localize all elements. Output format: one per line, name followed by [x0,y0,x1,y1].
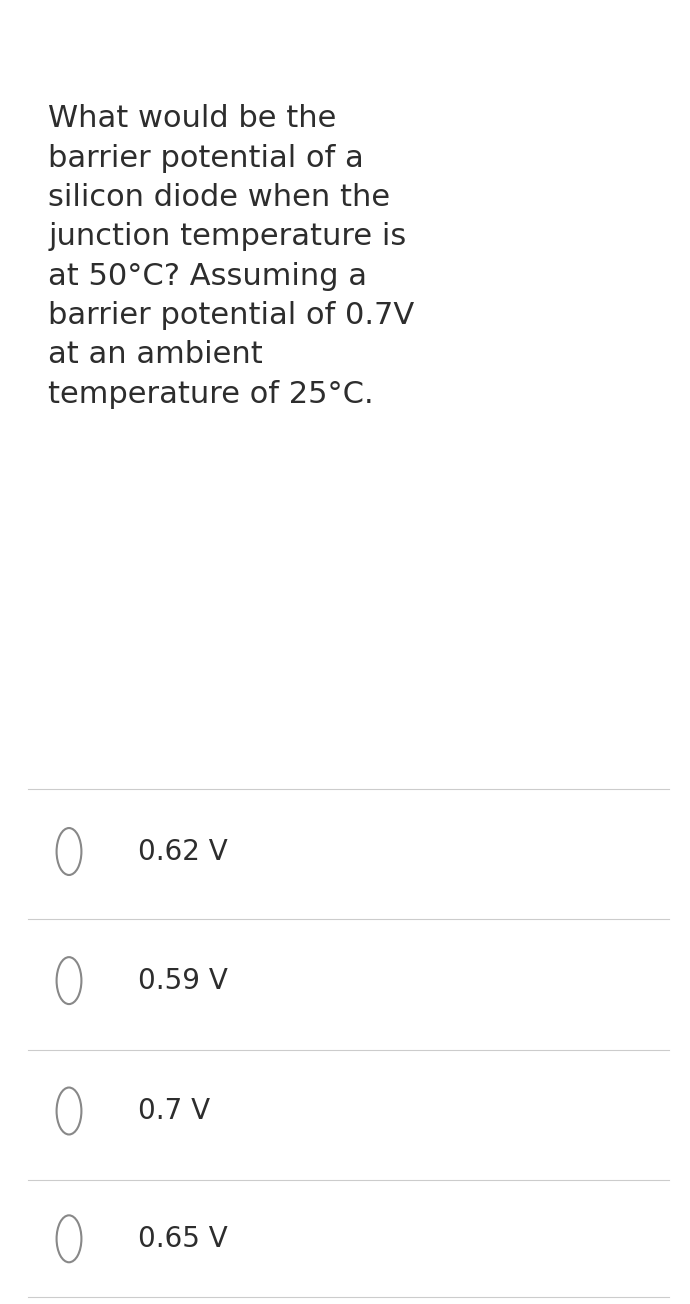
Text: 0.59 V: 0.59 V [138,966,228,995]
Text: 0.62 V: 0.62 V [138,837,228,866]
Text: 0.7 V: 0.7 V [138,1097,210,1125]
Text: 0.65 V: 0.65 V [138,1224,228,1253]
Text: What would be the
barrier potential of a
silicon diode when the
junction tempera: What would be the barrier potential of a… [48,104,415,408]
